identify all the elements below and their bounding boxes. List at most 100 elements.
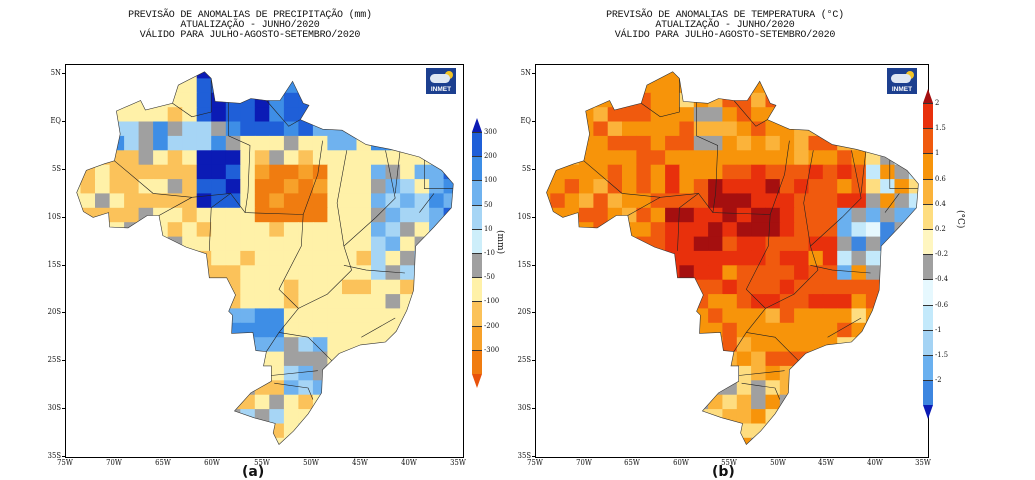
lon-tick-label: 65W — [624, 458, 640, 467]
grid-cell — [371, 135, 387, 151]
grid-cell — [722, 265, 738, 281]
grid-cell — [211, 179, 227, 195]
grid-cell — [865, 193, 881, 209]
grid-cell — [211, 164, 227, 180]
grid-cell — [342, 337, 358, 353]
grid-cell — [751, 351, 766, 367]
grid-cell — [414, 236, 430, 252]
grid-cell — [880, 164, 896, 180]
grid-cell — [765, 164, 781, 180]
grid-cell — [622, 92, 637, 108]
colorbar-max-arrow — [923, 89, 933, 103]
grid-cell — [837, 337, 853, 353]
grid-cell — [211, 150, 227, 166]
state-border — [302, 140, 323, 215]
grid-cell — [822, 179, 838, 195]
colorbar-segment — [472, 204, 482, 229]
grid-cell — [283, 337, 299, 353]
state-border — [733, 100, 768, 127]
grid-cell — [837, 193, 853, 209]
grid-cell — [312, 193, 328, 209]
grid-cell — [794, 250, 809, 266]
grid-cell — [794, 193, 809, 209]
lat-tick-label: 25S — [47, 355, 61, 365]
grid-cell — [822, 164, 838, 180]
grid-cell — [327, 351, 343, 367]
grid-cell — [356, 294, 372, 310]
grid-cell — [693, 250, 709, 266]
grid-cell — [240, 265, 256, 281]
grid-cell — [636, 222, 652, 238]
grid-cell — [196, 121, 212, 137]
grid-cell — [312, 351, 328, 367]
colorbar-label: 50 — [484, 199, 493, 209]
grid-cell — [736, 337, 752, 353]
grid-cell — [650, 179, 666, 195]
grid-cell — [794, 164, 809, 180]
grid-cell — [312, 380, 328, 396]
grid-cell — [765, 322, 781, 338]
grid-cell — [225, 294, 241, 310]
colorbar-label: -100 — [484, 296, 500, 306]
grid-cell — [736, 164, 752, 180]
state-border — [172, 78, 212, 118]
grid-cell — [765, 351, 781, 367]
grid-cell — [837, 135, 853, 151]
grid-cell — [679, 179, 695, 195]
grid-cell — [865, 279, 881, 295]
grid-cell — [736, 351, 752, 367]
grid-cell — [211, 92, 227, 108]
state-border — [271, 370, 318, 376]
grid-cell — [665, 78, 680, 94]
grid-cell — [269, 322, 285, 338]
grid-cell — [124, 92, 140, 108]
grid-cell — [722, 150, 738, 166]
lat-tick-mark — [62, 264, 66, 266]
grid-cell — [794, 207, 809, 223]
grid-cell — [722, 294, 738, 310]
grid-cell — [298, 250, 314, 266]
grid-cell — [636, 107, 652, 123]
grid-cell — [254, 394, 270, 410]
grid-cell — [298, 222, 314, 238]
grid-cell — [693, 121, 709, 137]
grid-cell — [851, 265, 867, 281]
grid-cell — [327, 179, 343, 195]
grid-cell — [109, 207, 125, 223]
grid-cell — [822, 322, 838, 338]
grid-cell — [283, 222, 299, 238]
lon-tick-label: 65W — [155, 458, 172, 467]
colorbar-label: -2 — [935, 375, 942, 385]
grid-cell — [400, 294, 416, 310]
grid-cell — [894, 179, 910, 195]
grid-cell — [822, 294, 838, 310]
grid-cell — [312, 322, 328, 338]
grid-cell — [225, 322, 241, 338]
grid-cell — [736, 236, 752, 252]
grid-cell — [650, 92, 666, 108]
grid-cell — [240, 193, 256, 209]
grid-cell — [636, 121, 652, 137]
grid-cell — [779, 179, 795, 195]
grid-cell — [356, 193, 372, 209]
grid-cell — [665, 71, 680, 79]
grid-cell — [622, 150, 637, 166]
state-border — [627, 197, 661, 216]
lat-tick-mark — [532, 408, 536, 410]
lon-tick-label: 40W — [866, 458, 883, 467]
grid-cell — [794, 222, 809, 238]
grid-cell — [240, 308, 256, 324]
state-border — [158, 197, 193, 216]
colorbar-label: 0.6 — [935, 173, 946, 183]
grid-cell — [751, 150, 766, 166]
state-border — [278, 332, 333, 362]
grid-cell — [822, 250, 838, 266]
grid-cell — [342, 250, 358, 266]
grid-cell — [312, 265, 328, 281]
grid-cell — [822, 279, 838, 295]
grid-cell — [722, 308, 738, 324]
temperature-anomaly-panel: PREVISÃO DE ANOMALIAS DE TEMPERATURA (°C… — [480, 0, 980, 480]
colorbar-segment — [923, 203, 933, 229]
colorbar-segment — [472, 301, 482, 326]
grid-cell — [342, 121, 358, 137]
